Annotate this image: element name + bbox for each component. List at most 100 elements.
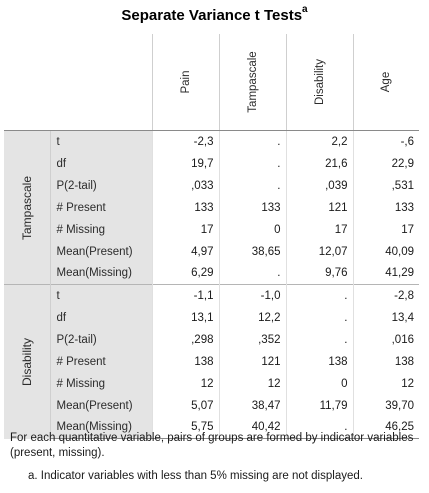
footnote-main: For each quantitative variable, pairs of… [10,432,414,459]
cell-value: 17 [285,218,353,241]
cell-value: ,039 [285,174,353,197]
group-label-text: Disability [19,337,34,386]
column-header-age: Age [352,34,419,131]
cell-value: ,352 [218,328,286,351]
table-row: # Missing 12 12 0 12 [4,372,419,395]
table-row: P(2-tail) ,033. ,039,531 [4,174,419,197]
cell-value: 38,47 [218,394,286,417]
cell-value: . [285,416,353,439]
table-row: Mean(Missing) 6,29. 9,76 41,29 [4,262,419,285]
cell-value: 6,29 [151,262,219,285]
header-corner-label [50,34,152,131]
table-title: Separate Variance t Testsa [0,4,429,24]
table-body: Tampascale t -2,3. 2,2 -,6 df 19,7. 21,6 22,9 P(2… [4,130,419,439]
table-row: # Present 138 121 138 138 [4,350,419,373]
table-row: # Missing 17 0 17 17 [4,218,419,241]
cell-value: ,531 [352,174,419,197]
cell-value: ,016 [352,328,419,351]
cell-value: 38,65 [218,240,286,263]
cell-value: 21,6 [285,152,353,175]
cell-value: -2,8 [352,284,419,307]
cell-value: 138 [352,350,419,373]
row-label: Mean(Missing) [50,262,152,285]
t-test-table: Pain Tampascale Disability Age Tampascal… [4,34,419,439]
table-row: Tampascale t -2,3. 2,2 -,6 [4,130,419,285]
cell-value: 22,9 [352,152,419,175]
cell-value: . [218,130,286,153]
column-header-pain: Pain [151,34,219,131]
cell-value: -,6 [352,130,419,153]
row-label: # Missing [50,372,152,395]
footnote-a: a. Indicator variables with less than 5%… [28,470,363,482]
cell-value: 46,25 [352,416,419,439]
cell-value: 12,07 [285,240,353,263]
row-label: Mean(Present) [50,394,152,417]
cell-value: 39,70 [352,394,419,417]
cell-value: 12,2 [218,306,286,329]
cell-value: 41,29 [352,262,419,285]
cell-value: ,033 [151,174,219,197]
cell-value: 13,1 [151,306,219,329]
cell-value: -1,1 [151,284,219,307]
cell-value: 0 [218,218,286,241]
cell-value: -2,3 [151,130,219,153]
cell-value: 121 [218,350,286,373]
group-label-text: Tampascale [19,175,34,240]
cell-value: 5,07 [151,394,219,417]
cell-value: 138 [151,350,219,373]
table-row: # Present 133 133 121 133 [4,196,419,219]
row-label: P(2-tail) [50,174,152,197]
table-row: df 13,1 12,2. 13,4 [4,306,419,329]
table-row: df 19,7. 21,6 22,9 [4,152,419,175]
table-row: Disability t -1,1 -1,0. -2,8 [4,284,419,439]
header-corner [4,34,50,131]
cell-value: 5,75 [151,416,219,439]
cell-value: 11,79 [285,394,353,417]
table-title-text: Separate Variance t Tests [121,7,303,24]
cell-value: 133 [151,196,219,219]
cell-value: 40,42 [218,416,286,439]
header-row: Pain Tampascale Disability Age [4,34,419,131]
row-label: # Present [50,196,152,219]
table-row: Mean(Missing) 5,75 40,42. 46,25 [4,416,419,439]
cell-value: 40,09 [352,240,419,263]
row-label: # Present [50,350,152,373]
cell-value: 133 [352,196,419,219]
cell-value: 9,76 [285,262,353,285]
cell-value: 133 [218,196,286,219]
cell-value: 17 [151,218,219,241]
cell-value: 2,2 [285,130,353,153]
row-label: Mean(Present) [50,240,152,263]
column-header-tampascale: Tampascale [218,34,286,131]
cell-value: 17 [352,218,419,241]
cell-value: . [285,306,353,329]
cell-value: 121 [285,196,353,219]
cell-value: . [285,284,353,307]
cell-value: 12 [151,372,219,395]
column-header-disability: Disability [285,34,353,131]
cell-value: 12 [352,372,419,395]
group-label: Disability [4,284,51,439]
row-label: P(2-tail) [50,328,152,351]
row-label: t [50,284,152,307]
table-row: P(2-tail) ,298,352. ,016 [4,328,419,351]
cell-value: 12 [218,372,286,395]
cell-value: . [218,152,286,175]
cell-value: 19,7 [151,152,219,175]
cell-value: . [218,262,286,285]
table-row: Mean(Present) 4,97 38,65 12,07 40,09 [4,240,419,263]
cell-value: 13,4 [352,306,419,329]
cell-value: 4,97 [151,240,219,263]
table-row: Mean(Present) 5,07 38,47 11,79 39,70 [4,394,419,417]
row-label: df [50,152,152,175]
cell-value: -1,0 [218,284,286,307]
cell-value: 138 [285,350,353,373]
cell-value: . [285,328,353,351]
cell-value: ,298 [151,328,219,351]
cell-value: . [218,174,286,197]
title-footnote-marker: a [302,4,308,15]
row-label: df [50,306,152,329]
row-label: Mean(Missing) [50,416,152,439]
row-label: # Missing [50,218,152,241]
group-label: Tampascale [4,130,51,285]
